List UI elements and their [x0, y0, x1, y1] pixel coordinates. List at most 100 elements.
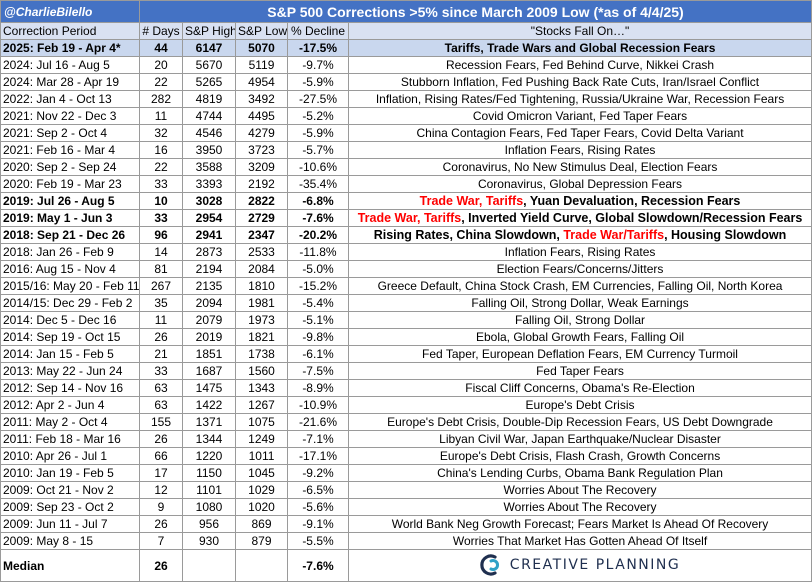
reason-cell: Falling Oil, Strong Dollar, Weak Earning…	[347, 294, 812, 312]
days-cell: 11	[139, 311, 183, 329]
median-row: Median 26 -7.6% CREATIVE PLANNING	[0, 549, 812, 582]
reason-cell: Fed Taper Fears	[347, 362, 812, 380]
reason-cell: Libyan Civil War, Japan Earthquake/Nucle…	[347, 430, 812, 448]
reason-text: China's Lending Curbs, Obama Bank Regula…	[437, 466, 723, 480]
period-cell: 2014/15: Dec 29 - Feb 2	[0, 294, 140, 312]
decline-cell: -5.5%	[287, 532, 349, 550]
decline-cell: -20.2%	[287, 226, 349, 244]
days-cell: 66	[139, 447, 183, 465]
decline-cell: -9.7%	[287, 56, 349, 74]
reason-text: Coronavirus, Global Depression Fears	[477, 177, 683, 191]
reason-text: Europe's Debt Crisis, Flash Crash, Growt…	[439, 449, 721, 463]
table-row: 2011: Feb 18 - Mar 16 26 1344 1249 -7.1% Liby…	[0, 430, 812, 448]
reason-text: Covid Omicron Variant, Fed Taper Fears	[472, 109, 688, 123]
reason-cell: World Bank Neg Growth Forecast; Fears Ma…	[347, 515, 812, 533]
reason-text: Fiscal Cliff Concerns, Obama's Re-Electi…	[465, 381, 695, 395]
reason-cell: Trade War, Tariffs, Yuan Devaluation, Re…	[347, 192, 812, 210]
period-cell: 2018: Sep 21 - Dec 26	[0, 226, 140, 244]
days-cell: 12	[139, 481, 183, 499]
reason-cell: Fiscal Cliff Concerns, Obama's Re-Electi…	[347, 379, 812, 397]
period-cell: 2009: Oct 21 - Nov 2	[0, 481, 140, 499]
median-empty-cell	[235, 549, 288, 582]
reason-cell: China Contagion Fears, Fed Taper Fears, …	[347, 124, 812, 142]
reason-cell: Falling Oil, Strong Dollar	[347, 311, 812, 329]
table-row: 2015/16: May 20 - Feb 11 267 2135 1810 -15.2…	[0, 277, 812, 295]
low-cell: 1810	[235, 277, 288, 295]
reason-text: Inflation Fears, Rising Rates	[504, 245, 656, 259]
period-cell: 2025: Feb 19 - Apr 4*	[0, 39, 140, 57]
reason-text: Worries About The Recovery	[503, 483, 657, 497]
period-cell: 2018: Jan 26 - Feb 9	[0, 243, 140, 261]
period-cell: 2010: Jan 19 - Feb 5	[0, 464, 140, 482]
days-cell: 17	[139, 464, 183, 482]
period-cell: 2019: May 1 - Jun 3	[0, 209, 140, 227]
decline-cell: -5.7%	[287, 141, 349, 159]
decline-cell: -6.1%	[287, 345, 349, 363]
days-cell: 35	[139, 294, 183, 312]
high-cell: 1220	[182, 447, 236, 465]
reason-text: , Housing Slowdown	[664, 227, 787, 242]
reason-text: Inflation, Rising Rates/Fed Tightening, …	[375, 92, 785, 106]
period-cell: 2021: Feb 16 - Mar 4	[0, 141, 140, 159]
median-decline: -7.6%	[287, 549, 349, 582]
table-row: 2010: Jan 19 - Feb 5 17 1150 1045 -9.2% China…	[0, 464, 812, 482]
days-cell: 32	[139, 124, 183, 142]
decline-cell: -5.0%	[287, 260, 349, 278]
period-cell: 2014: Dec 5 - Dec 16	[0, 311, 140, 329]
period-cell: 2012: Apr 2 - Jun 4	[0, 396, 140, 414]
days-cell: 63	[139, 379, 183, 397]
reason-cell: Europe's Debt Crisis, Double-Dip Recessi…	[347, 413, 812, 431]
low-cell: 869	[235, 515, 288, 533]
reason-text: Falling Oil, Strong Dollar	[514, 313, 646, 327]
table-row: 2020: Feb 19 - Mar 23 33 3393 2192 -35.4% Cor…	[0, 175, 812, 193]
days-cell: 21	[139, 345, 183, 363]
reason-text: Recession Fears, Fed Behind Curve, Nikke…	[445, 58, 715, 72]
reason-cell: Recession Fears, Fed Behind Curve, Nikke…	[347, 56, 812, 74]
reason-text: , Inverted Yield Curve, Global Slowdown/…	[461, 210, 803, 225]
period-cell: 2019: Jul 26 - Aug 5	[0, 192, 140, 210]
reason-text: Tariffs, Trade Wars and Global Recession…	[444, 41, 716, 55]
high-cell: 930	[182, 532, 236, 550]
high-cell: 2941	[182, 226, 236, 244]
low-cell: 1045	[235, 464, 288, 482]
high-cell: 1851	[182, 345, 236, 363]
high-cell: 5670	[182, 56, 236, 74]
days-cell: 7	[139, 532, 183, 550]
reason-text: Election Fears/Concerns/Jitters	[496, 262, 664, 276]
column-header-reason: "Stocks Fall On…"	[347, 22, 812, 40]
reason-cell: Coronavirus, No New Stimulus Deal, Elect…	[347, 158, 812, 176]
period-cell: 2016: Aug 15 - Nov 4	[0, 260, 140, 278]
days-cell: 33	[139, 362, 183, 380]
low-cell: 1249	[235, 430, 288, 448]
low-cell: 2347	[235, 226, 288, 244]
low-cell: 1011	[235, 447, 288, 465]
reason-text: Fed Taper, European Deflation Fears, EM …	[422, 347, 738, 361]
reason-text: World Bank Neg Growth Forecast; Fears Ma…	[391, 517, 769, 531]
low-cell: 1821	[235, 328, 288, 346]
table-row: 2012: Sep 14 - Nov 16 63 1475 1343 -8.9% Fisc…	[0, 379, 812, 397]
period-cell: 2011: Feb 18 - Mar 16	[0, 430, 140, 448]
decline-cell: -7.5%	[287, 362, 349, 380]
high-cell: 1344	[182, 430, 236, 448]
high-cell: 1080	[182, 498, 236, 516]
low-cell: 3723	[235, 141, 288, 159]
period-cell: 2013: May 22 - Jun 24	[0, 362, 140, 380]
decline-cell: -21.6%	[287, 413, 349, 431]
creative-planning-logo-icon	[480, 553, 499, 576]
high-cell: 6147	[182, 39, 236, 57]
days-cell: 11	[139, 107, 183, 125]
period-cell: 2021: Sep 2 - Oct 4	[0, 124, 140, 142]
period-cell: 2024: Mar 28 - Apr 19	[0, 73, 140, 91]
high-cell: 2094	[182, 294, 236, 312]
low-cell: 1029	[235, 481, 288, 499]
decline-cell: -35.4%	[287, 175, 349, 193]
reason-text: Worries About The Recovery	[503, 500, 657, 514]
high-cell: 2019	[182, 328, 236, 346]
high-cell: 1150	[182, 464, 236, 482]
days-cell: 33	[139, 175, 183, 193]
column-header-row: Correction Period # Days S&P High S&P Lo…	[0, 22, 812, 40]
decline-cell: -5.9%	[287, 124, 349, 142]
